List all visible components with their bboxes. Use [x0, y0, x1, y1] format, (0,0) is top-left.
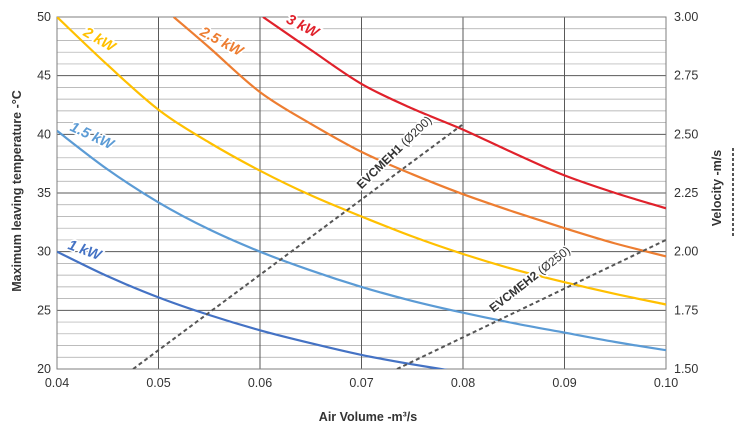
- y2-tick-label: 1.75: [674, 303, 698, 317]
- x-tick-label: 0.05: [146, 376, 170, 390]
- series-line-3-kw: [262, 17, 666, 210]
- x-tick-label: 0.08: [451, 376, 475, 390]
- series-label-3-kw: 3 kW: [284, 12, 323, 42]
- y2-axis-ticks: 1.50 1.75 2.00 2.25 2.50 2.75 3.00: [674, 10, 698, 376]
- x-tick-label: 0.06: [248, 376, 272, 390]
- y2-tick-label: 2.25: [674, 186, 698, 200]
- series-line-2-kw: [57, 17, 666, 306]
- y-tick-label: 30: [37, 245, 51, 259]
- y-tick-label: 50: [37, 10, 51, 24]
- y2-tick-label: 1.50: [674, 362, 698, 376]
- series-line-2-5-kw: [172, 17, 666, 258]
- y2-axis-title: Velocity -m/s: [710, 150, 724, 226]
- series-line-evcmeh2-250: [396, 238, 666, 369]
- y2-tick-label: 2.75: [674, 69, 698, 83]
- y2-tick-label: 2.00: [674, 245, 698, 259]
- y-axis-title: Maximum leaving temperature -°C: [10, 90, 24, 292]
- velocity-label-diameter: (Ø200): [396, 113, 435, 151]
- plot-border: [56, 16, 667, 370]
- series-label-1-5-kw: 1.5 kW: [67, 119, 117, 153]
- y-tick-label: 45: [37, 69, 51, 83]
- series-label-1-kw: 1 kW: [66, 237, 105, 264]
- series-label-evcmeh1-200: EVCMEH1 (Ø200): [354, 113, 435, 192]
- x-tick-label: 0.07: [349, 376, 373, 390]
- series-line-1-5-kw: [57, 129, 666, 352]
- series-line-evcmeh1-200: [132, 124, 463, 369]
- y-tick-label: 20: [37, 362, 51, 376]
- y2-tick-label: 3.00: [674, 10, 698, 24]
- major-gridlines: [56, 16, 667, 370]
- y2-tick-label: 2.50: [674, 127, 698, 141]
- y-tick-label: 35: [37, 186, 51, 200]
- x-tick-label: 0.04: [45, 376, 69, 390]
- series-layer: [57, 17, 666, 369]
- y-axis-ticks: 20 25 30 35 40 45 50: [37, 10, 51, 376]
- y-tick-label: 25: [37, 303, 51, 317]
- x-tick-label: 0.10: [654, 376, 678, 390]
- x-axis-ticks: 0.04 0.05 0.06 0.07 0.08 0.09 0.10: [45, 376, 678, 390]
- x-tick-label: 0.09: [552, 376, 576, 390]
- y-tick-label: 40: [37, 127, 51, 141]
- series-line-1-kw: [57, 250, 448, 369]
- velocity-label-diameter: (Ø250): [532, 243, 573, 279]
- x-axis-title: Air Volume -m³/s: [319, 410, 417, 424]
